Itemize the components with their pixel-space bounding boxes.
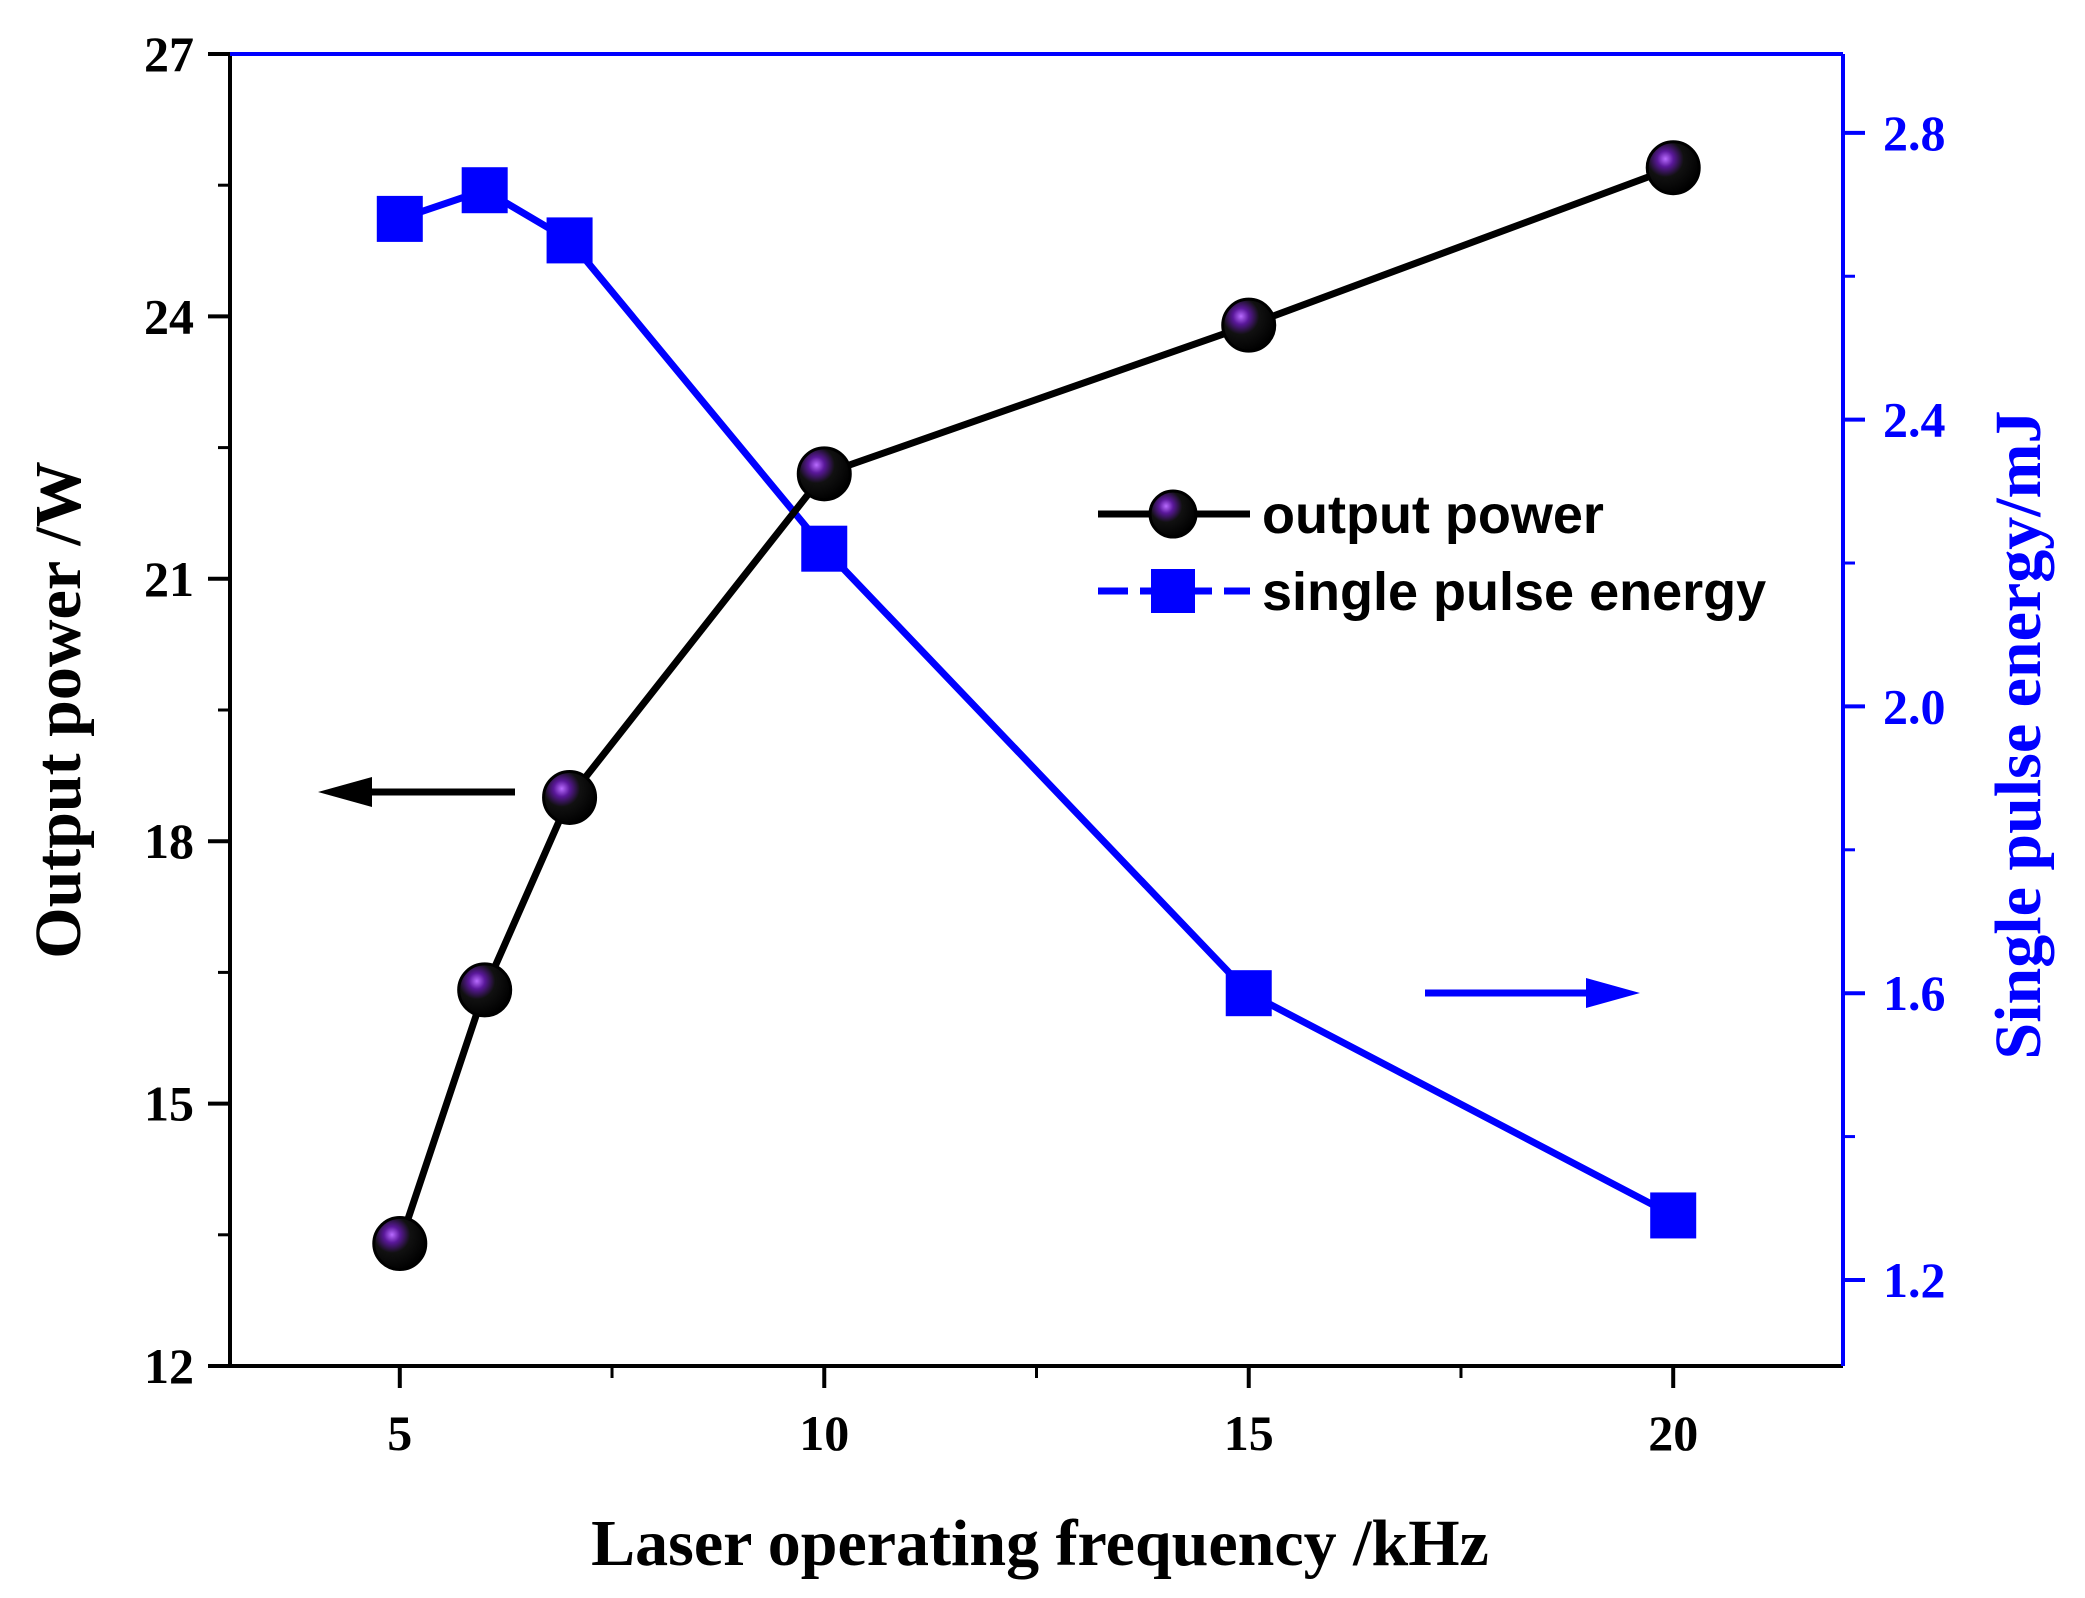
series-markers xyxy=(372,140,1701,1272)
single-pulse-energy-point xyxy=(1650,1192,1697,1239)
single-pulse-energy-point xyxy=(1225,970,1272,1017)
right-axis-arrow xyxy=(1425,978,1640,1008)
y-tick-label: 21 xyxy=(144,551,194,607)
single-pulse-energy-point xyxy=(801,525,848,572)
single-pulse-energy-line xyxy=(398,186,1675,1219)
y-tick-label: 27 xyxy=(144,26,194,82)
y2-tick-label: 2.0 xyxy=(1883,678,1946,734)
axes: 5 10 15 20 12 15 18 21 24 27 1.2 1.6 2.0 2.4 2.8 xyxy=(144,26,1946,1461)
series-lines xyxy=(396,164,1675,1245)
left-axis-arrow xyxy=(318,777,515,807)
y2-tick-label: 1.2 xyxy=(1883,1252,1946,1308)
output-power-point xyxy=(372,1216,428,1272)
output-power-point xyxy=(457,962,513,1018)
legend: output power single pulse energy xyxy=(1098,485,1766,622)
x-tick-label: 5 xyxy=(387,1405,412,1461)
single-pulse-energy-point xyxy=(376,195,423,242)
output-power-point xyxy=(542,769,598,825)
output-power-point xyxy=(1221,297,1277,353)
single-pulse-energy-point xyxy=(546,217,593,264)
y-tick-label: 18 xyxy=(144,813,194,869)
output-power-point xyxy=(1645,140,1701,196)
y2-tick-label: 2.8 xyxy=(1883,105,1946,161)
legend-marker-output-power xyxy=(1148,489,1198,539)
output-power-line xyxy=(396,164,1675,1245)
x-tick-label: 15 xyxy=(1224,1405,1274,1461)
x-tick-label: 20 xyxy=(1648,1405,1698,1461)
legend-label-output-power: output power xyxy=(1262,485,1604,545)
axis-arrows xyxy=(318,777,1640,1008)
single-pulse-energy-point xyxy=(461,167,508,214)
legend-label-single-pulse-energy: single pulse energy xyxy=(1262,562,1766,622)
y-tick-label: 15 xyxy=(144,1076,194,1132)
y-tick-label: 12 xyxy=(144,1338,194,1394)
right-axis-title: Single pulse energy/mJ xyxy=(1982,410,2055,1059)
output-power-point xyxy=(796,446,852,502)
y2-tick-label: 1.6 xyxy=(1883,965,1946,1021)
y-tick-label: 24 xyxy=(144,288,194,344)
x-tick-label: 10 xyxy=(799,1405,849,1461)
legend-marker-single-pulse-energy xyxy=(1151,569,1195,613)
y2-tick-label: 2.4 xyxy=(1883,392,1946,448)
x-axis-title: Laser operating frequency /kHz xyxy=(591,1507,1489,1580)
left-axis-title: Output power /W xyxy=(22,461,95,959)
